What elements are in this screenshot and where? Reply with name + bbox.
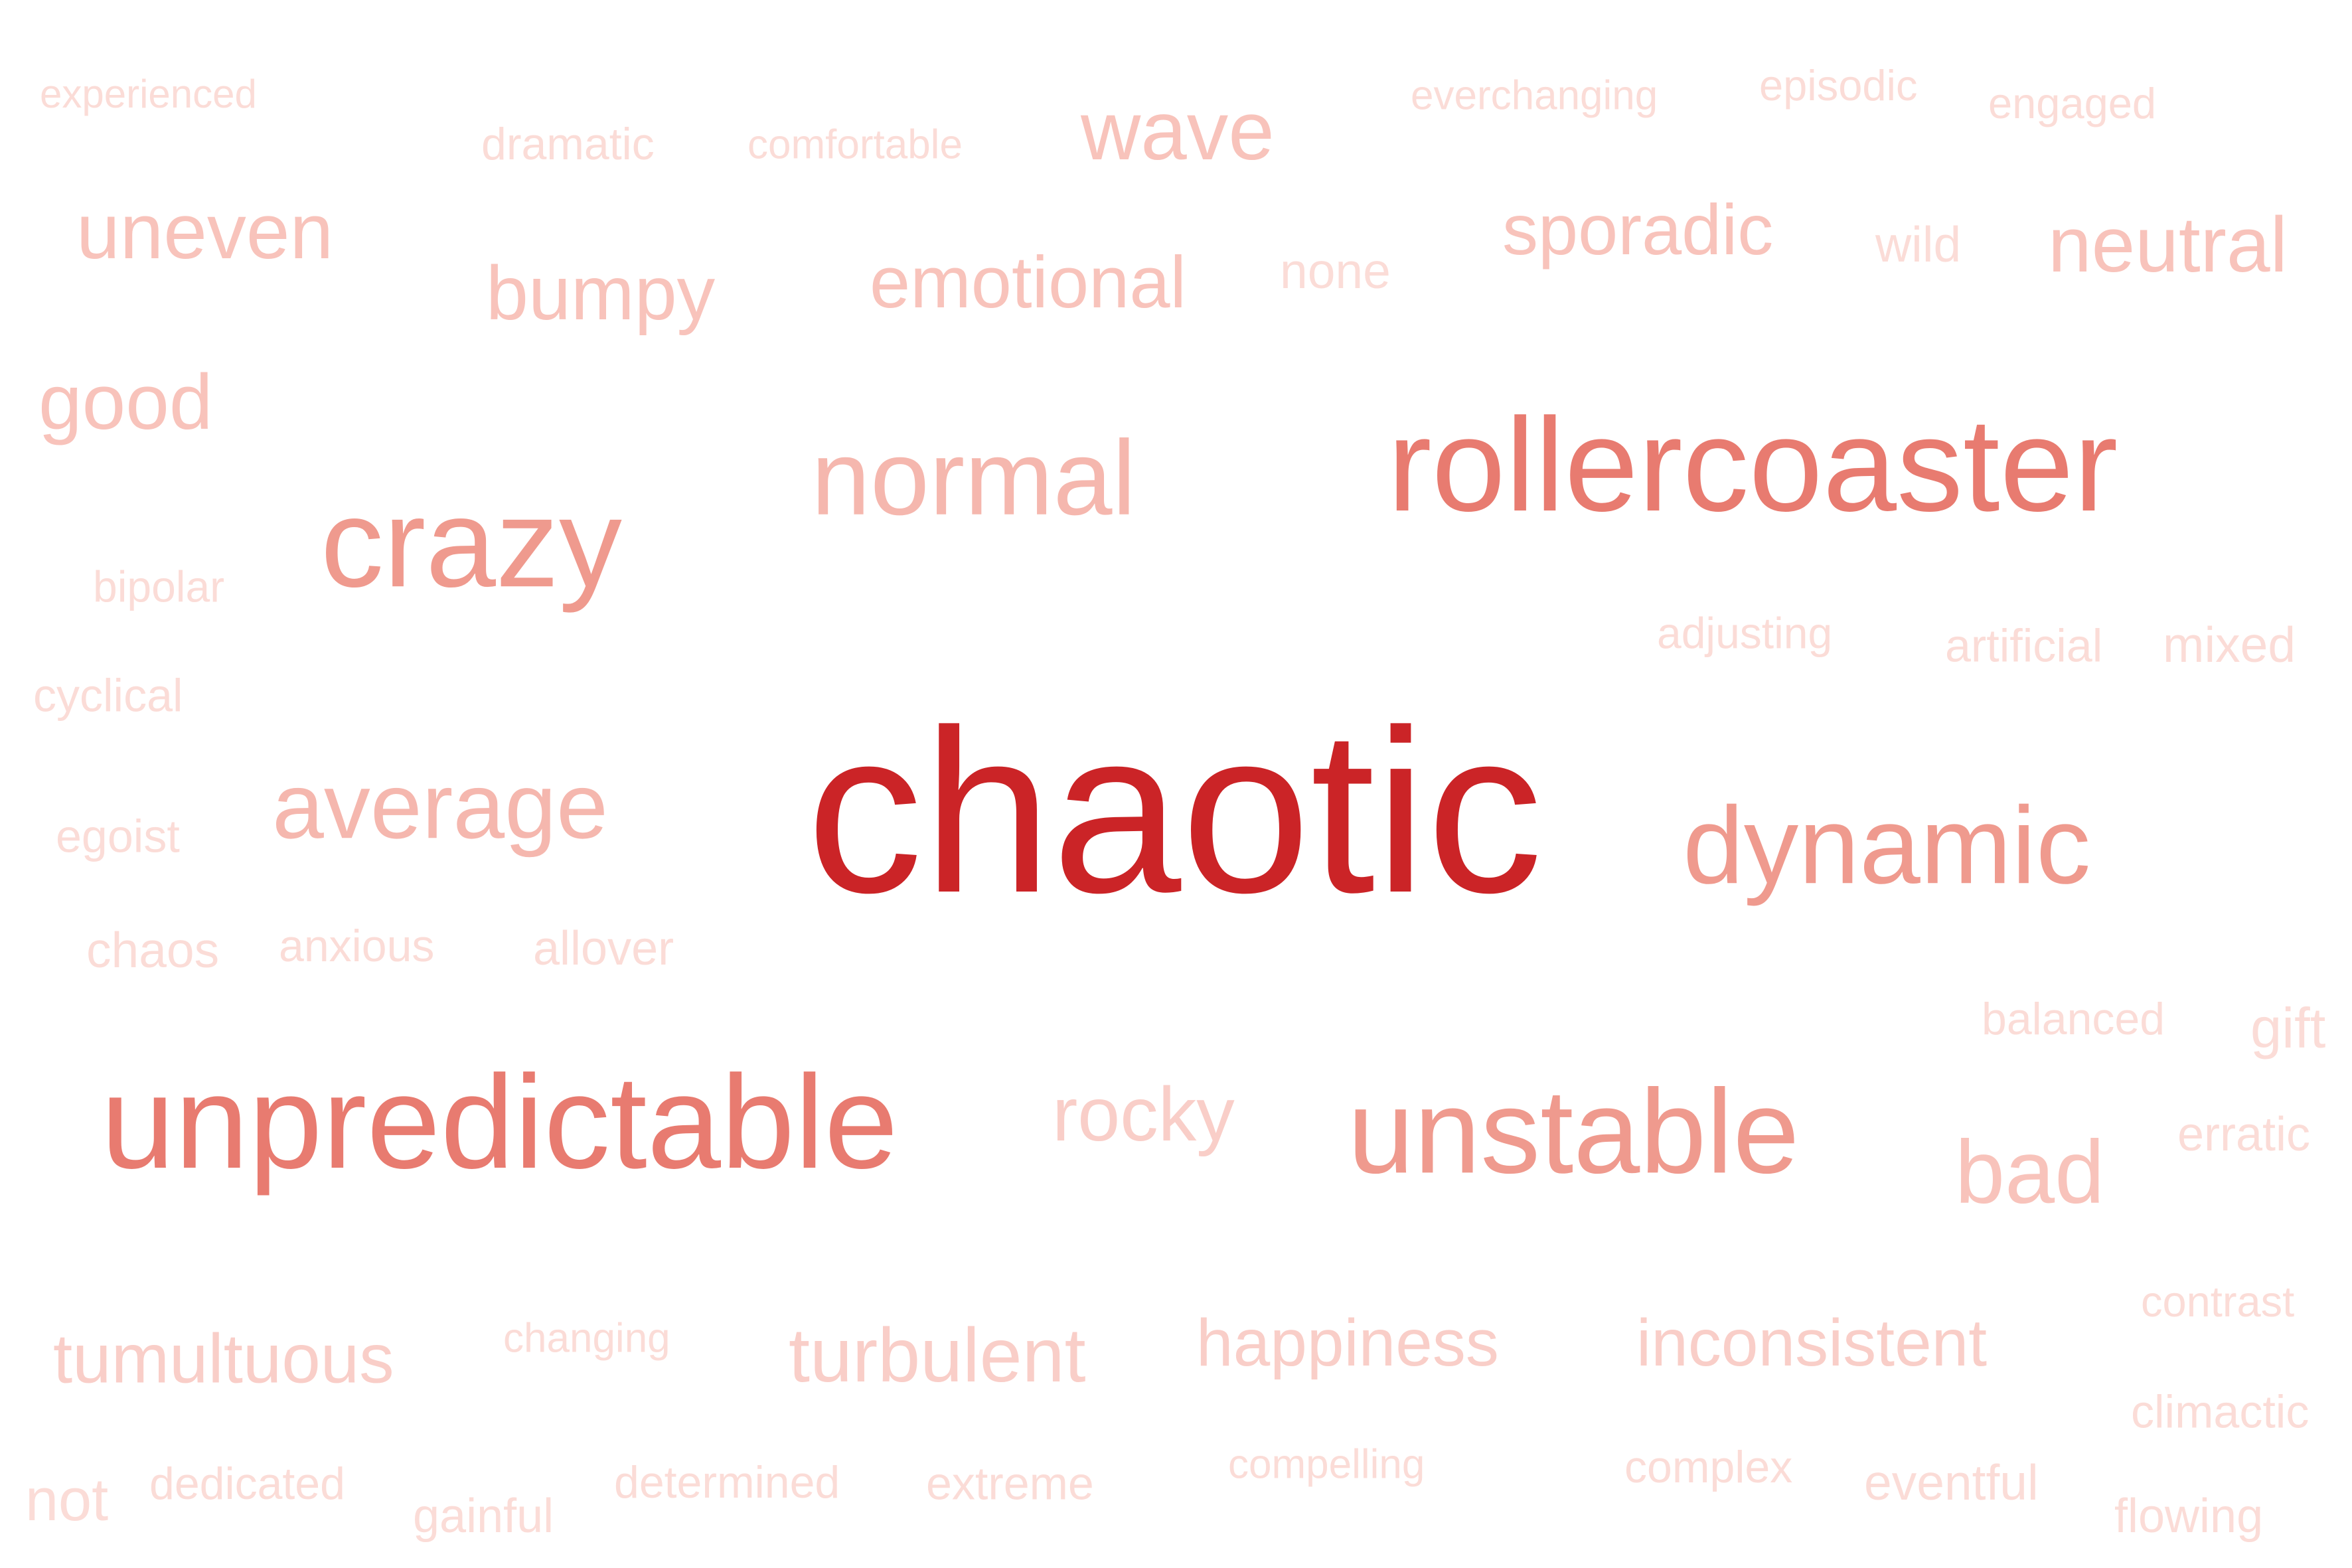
word-good: good: [39, 358, 213, 447]
word-tumultuous: tumultuous: [53, 1320, 394, 1398]
word-wild: wild: [1875, 216, 1962, 272]
word-climactic: climactic: [2131, 1385, 2310, 1438]
word-episodic: episodic: [1759, 61, 1918, 110]
word-adjusting: adjusting: [1657, 608, 1833, 658]
word-cyclical: cyclical: [33, 669, 183, 722]
word-happiness: happiness: [1196, 1306, 1499, 1380]
word-everchanging: everchanging: [1411, 72, 1658, 119]
word-dedicated: dedicated: [149, 1458, 345, 1510]
word-dramatic: dramatic: [481, 119, 655, 170]
word-extreme: extreme: [926, 1457, 1094, 1510]
word-complex: complex: [1624, 1442, 1793, 1493]
word-normal: normal: [811, 418, 1137, 537]
word-unpredictable: unpredictable: [101, 1048, 898, 1196]
word-dynamic: dynamic: [1683, 784, 2091, 907]
word-comfortable: comfortable: [747, 121, 963, 168]
word-erratic: erratic: [2177, 1108, 2311, 1162]
word-none: none: [1280, 243, 1391, 299]
word-determined: determined: [614, 1457, 840, 1508]
word-rollercoaster: rollercoaster: [1387, 391, 2118, 539]
word-flowing: flowing: [2114, 1490, 2264, 1543]
word-turbulent: turbulent: [789, 1313, 1086, 1399]
word-sporadic: sporadic: [1502, 189, 1774, 270]
word-bad: bad: [1955, 1121, 2105, 1222]
word-gainful: gainful: [413, 1490, 554, 1543]
word-changing: changing: [503, 1315, 670, 1362]
word-chaotic: chaotic: [807, 682, 1543, 941]
word-neutral: neutral: [2048, 201, 2288, 289]
word-experienced: experienced: [40, 71, 257, 116]
word-not: not: [25, 1467, 109, 1534]
word-anxious: anxious: [279, 921, 435, 972]
word-rocky: rocky: [1052, 1072, 1235, 1158]
word-allover: allover: [533, 922, 674, 976]
word-bumpy: bumpy: [486, 251, 716, 337]
word-balanced: balanced: [1982, 994, 2165, 1045]
word-artificial: artificial: [1945, 619, 2103, 672]
word-uneven: uneven: [76, 188, 334, 276]
word-crazy: crazy: [321, 473, 622, 614]
word-egoist: egoist: [56, 810, 180, 862]
word-unstable: unstable: [1348, 1065, 1800, 1199]
word-emotional: emotional: [870, 241, 1186, 323]
word-mixed: mixed: [2163, 617, 2296, 672]
word-contrast: contrast: [2141, 1277, 2295, 1326]
word-engaged: engaged: [1988, 79, 2157, 128]
word-gift: gift: [2250, 996, 2326, 1060]
word-bipolar: bipolar: [93, 562, 225, 611]
word-eventful: eventful: [1864, 1454, 2039, 1510]
word-wave: wave: [1081, 85, 1275, 177]
word-average: average: [272, 753, 608, 858]
word-chaos: chaos: [86, 922, 220, 978]
word-compelling: compelling: [1228, 1441, 1425, 1488]
word-inconsistent: inconsistent: [1636, 1306, 1988, 1380]
